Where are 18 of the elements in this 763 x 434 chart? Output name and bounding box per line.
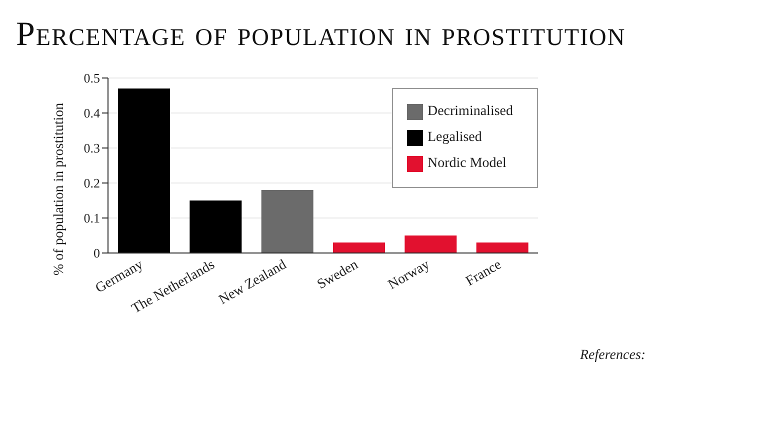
y-tick-label: 0.5 bbox=[84, 70, 100, 86]
y-axis-title: % of population in prostitution bbox=[52, 102, 67, 276]
y-tick-label: 0 bbox=[94, 246, 100, 261]
y-tick-label: 0.4 bbox=[84, 106, 100, 121]
y-tick-label: 0.2 bbox=[84, 176, 100, 191]
bar bbox=[476, 242, 528, 253]
legend-label: Decriminalised bbox=[427, 104, 513, 119]
legend-label: Legalised bbox=[427, 130, 482, 145]
bar bbox=[261, 190, 314, 253]
bar bbox=[333, 242, 385, 253]
bar bbox=[118, 88, 170, 253]
chart-title: Percentage of population in prostitution bbox=[16, 16, 626, 54]
bar bbox=[404, 236, 457, 253]
y-tick-label: 0.1 bbox=[84, 210, 100, 226]
legend-label: Nordic Model bbox=[427, 156, 506, 171]
text: References: bbox=[580, 348, 646, 364]
bar bbox=[190, 200, 242, 253]
y-tick-label: 0.3 bbox=[84, 140, 100, 156]
